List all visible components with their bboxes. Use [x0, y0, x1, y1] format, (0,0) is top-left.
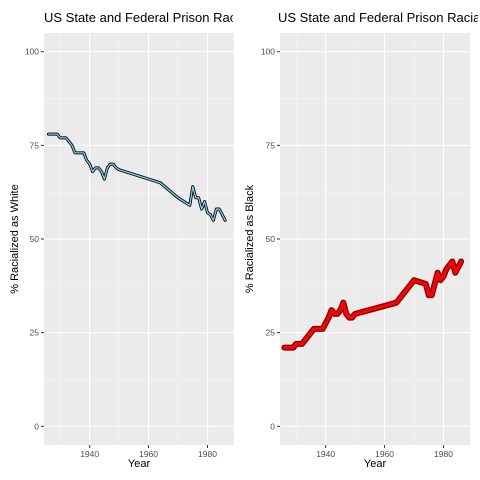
series-group [281, 258, 465, 351]
x-tick-label: 1940 [316, 449, 335, 459]
y-tick-label: 25 [266, 328, 276, 338]
series-line-black [282, 259, 463, 350]
y-tick-label: 25 [30, 328, 40, 338]
chart-panel-2: 0 25 50 75 100 1940 1960 1980 US State and Feder… [244, 10, 480, 470]
y-tick-label: 50 [30, 234, 40, 244]
x-axis-label: Year [128, 458, 151, 470]
y-tick-label: 100 [261, 47, 275, 57]
x-tick-label: 1960 [139, 449, 158, 459]
y-tick-label: 0 [34, 421, 39, 431]
x-axis-label: Year [364, 458, 387, 470]
series-line-white [47, 133, 226, 221]
y-tick-label: 75 [266, 140, 276, 150]
series-group [46, 132, 227, 222]
x-tick-label: 1960 [375, 449, 394, 459]
x-tick-label: 1980 [434, 449, 453, 459]
chart-title: US State and Federal Prison Raci [44, 10, 239, 25]
chart-title: US State and Federal Prison Racia [278, 10, 480, 25]
chart-panel-1: 0 25 50 75 100 1940 1960 1980 US State and Feder… [9, 10, 239, 470]
x-tick-label: 1940 [80, 449, 99, 459]
y-axis-label: % Racialized as Black [244, 184, 256, 293]
x-tick-label: 1980 [198, 449, 217, 459]
y-axis-label: % Racialized as White [9, 184, 21, 293]
y-tick-label: 0 [270, 421, 275, 431]
y-tick-label: 75 [30, 140, 40, 150]
y-tick-label: 50 [266, 234, 276, 244]
y-tick-label: 100 [25, 47, 39, 57]
